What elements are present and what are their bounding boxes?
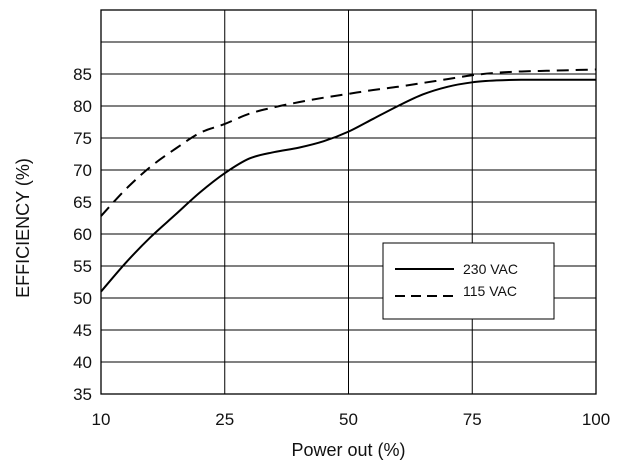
y-tick-label: 80 (73, 97, 92, 116)
y-tick-label: 85 (73, 65, 92, 84)
series-line-230-vac (100, 78, 596, 293)
x-tick-label: 75 (463, 410, 482, 429)
series-lines (100, 68, 597, 293)
y-tick-label: 35 (73, 385, 92, 404)
y-tick-label: 65 (73, 193, 92, 212)
legend-box (382, 242, 555, 320)
x-tick-label: 25 (215, 410, 234, 429)
y-tick-label: 70 (73, 161, 92, 180)
y-tick-labels: 35 40 45 50 55 60 65 70 75 80 85 (73, 65, 92, 404)
y-tick-label: 75 (73, 129, 92, 148)
plot-frame (100, 9, 597, 395)
x-tick-label: 100 (582, 410, 610, 429)
legend: 230 VAC 115 VAC (382, 242, 555, 320)
y-tick-label: 55 (73, 257, 92, 276)
grid (101, 10, 596, 394)
y-tick-label: 40 (73, 353, 92, 372)
y-tick-label: 60 (73, 225, 92, 244)
y-axis-label: EFFICIENCY (%) (13, 158, 33, 298)
x-tick-label: 10 (92, 410, 111, 429)
x-axis-label: Power out (%) (291, 440, 405, 460)
y-tick-label: 45 (73, 321, 92, 340)
y-tick-label: 50 (73, 289, 92, 308)
legend-label-115vac: 115 VAC (463, 283, 517, 299)
x-tick-label: 50 (339, 410, 358, 429)
x-tick-labels: 10 25 50 75 100 (92, 410, 611, 429)
legend-label-230vac: 230 VAC (463, 261, 518, 277)
